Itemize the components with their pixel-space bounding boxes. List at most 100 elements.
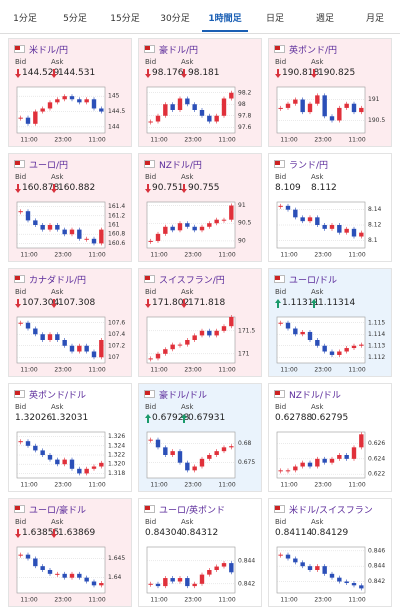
candle-body [278,205,283,207]
mini-chart: 160.6 160.8 161 161.2 161.4 11:00 23:00 11:00 [16,201,125,259]
candle-body [40,225,45,230]
x-tick-label: 11:00 [348,137,365,144]
candle-body [55,459,60,465]
candle-body [214,566,219,570]
trend-arrow [15,69,21,78]
candle-body [307,217,313,222]
x-tick-label: 11:00 [88,137,105,144]
tab[interactable]: 15分足 [110,14,140,24]
candle-body [322,345,327,352]
y-tick-label: 1.320 [108,461,125,468]
y-tick-label: 98.2 [238,89,252,96]
ask-value: 0.84312 [181,528,219,538]
pair-name[interactable]: NZドル/ドル [289,391,341,401]
arrow-shape [275,299,281,308]
y-tick-label: 1.64 [108,574,122,581]
x-tick-label: 23:00 [184,137,201,144]
tab[interactable]: 1時間足 [202,8,248,32]
bid-label: Bid [275,58,287,66]
ask-value: 144.531 [58,68,96,78]
x-tick-label: 23:00 [184,597,201,604]
mini-chart: 1.112 1.113 1.114 1.115 11:00 23:00 11:00 [276,316,385,374]
x-tick-label: 11:00 [218,597,235,604]
x-tick-label: 11:00 [348,367,365,374]
arrow-shape [145,69,151,78]
flag-icon [144,160,155,168]
candle-body [33,328,38,335]
candle-body [199,110,205,116]
x-tick-label: 11:00 [20,252,37,259]
x-tick-label: 23:00 [314,252,331,259]
candle-body [55,573,60,575]
trend-arrow [51,184,57,193]
pair-name[interactable]: 米ドル/円 [29,46,69,56]
candle-body [91,238,97,244]
pair-name[interactable]: ランド/円 [289,161,329,171]
candle-body [351,583,357,586]
candle-body [322,225,327,229]
pair-name[interactable]: 英ポンド/ドル [29,391,87,401]
candle-body [337,351,342,355]
arrow-shape [311,69,317,78]
candle-body [359,107,364,113]
quote-card: 豪ドル/ドル Bid Ask 0.67928 0.67931 0.675 0.68 11:00… [138,383,262,492]
candle-body [221,563,227,567]
candle-body [18,554,23,556]
pair-name[interactable]: 豪ドル/ドル [159,391,208,401]
tab[interactable]: 週足 [315,14,334,24]
x-tick-label: 23:00 [54,137,71,144]
candle-body [207,570,212,575]
candle-body [359,232,364,237]
bid-label: Bid [15,173,27,181]
pair-name[interactable]: ユーロ/豪ドル [29,506,87,516]
candle-body [300,99,305,113]
pair-name[interactable]: 米ドル/スイスフラン [289,506,373,516]
candle-body [199,458,205,467]
y-tick-label: 171.5 [238,327,255,334]
pair-name[interactable]: カナダドル/円 [29,276,87,286]
candle-body [177,223,183,231]
tab[interactable]: 5分足 [63,14,87,24]
candle-body [77,229,82,239]
pair-name[interactable]: ユーロ/英ポンド [159,506,226,516]
candle-body [91,351,97,358]
arrow-shape [51,69,57,78]
trend-arrow [15,184,21,193]
x-tick-label: 23:00 [314,137,331,144]
pair-name[interactable]: スイスフラン/円 [159,276,225,286]
x-tick-label: 11:00 [280,482,297,489]
candle-body [307,331,313,340]
tab[interactable]: 30分足 [160,14,190,24]
chart-frame [276,86,366,134]
candle-body [359,434,364,448]
pair-name[interactable]: 豪ドル/円 [159,46,199,56]
pair-name[interactable]: 英ポンド/円 [289,46,338,56]
ask-label: Ask [311,173,324,181]
tab[interactable]: 日足 [265,14,284,24]
candle-body [99,229,104,244]
candle-body [293,466,298,471]
tab[interactable]: 月足 [365,14,384,24]
candle-body [99,340,104,358]
pair-name[interactable]: NZドル/円 [159,161,202,171]
y-tick-label: 90 [238,237,246,244]
candle-body [163,226,168,234]
quote-card: 米ドル/円 Bid Ask 144.529 144.531 144 144.5 145 11:0… [8,38,132,147]
candle-body [185,340,190,345]
mini-chart: 0.842 0.844 0.846 11:00 23:00 11:00 [276,546,385,604]
candle-body [40,450,45,455]
candle-body [351,345,357,349]
x-tick-label: 11:00 [280,252,297,259]
y-tick-label: 1.318 [108,470,125,477]
pair-name[interactable]: ユーロ/円 [29,161,69,171]
candle-body [25,441,31,446]
candle-body [170,344,175,350]
tab[interactable]: 1分足 [13,14,37,24]
flag-icon [144,505,155,513]
pair-name[interactable]: ユーロ/ドル [289,276,338,286]
bid-value: 160.878 [22,183,60,193]
ask-label: Ask [311,288,324,296]
candle-body [300,462,305,467]
candle-body [199,574,205,584]
